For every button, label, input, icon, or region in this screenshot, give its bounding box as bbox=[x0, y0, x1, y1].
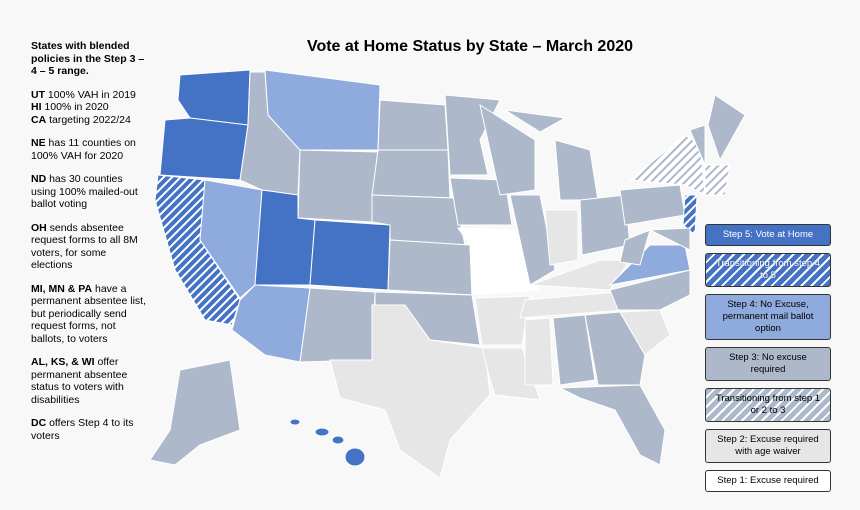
legend-item: Transitioning from step 4 to 5 bbox=[705, 253, 831, 287]
state bbox=[297, 149, 379, 223]
state bbox=[231, 284, 311, 363]
note-line: ND has 30 counties using 100% mailed-out… bbox=[31, 173, 149, 211]
state bbox=[554, 139, 599, 201]
state bbox=[331, 435, 345, 445]
note-line: UT 100% VAH in 2019 bbox=[31, 89, 149, 102]
note: DC offers Step 4 to its voters bbox=[31, 417, 149, 442]
state bbox=[377, 99, 449, 151]
note: States with blended policies in the Step… bbox=[31, 40, 149, 78]
note-line: MI, MN & PA have a permanent absentee li… bbox=[31, 283, 149, 346]
state bbox=[609, 269, 691, 311]
legend-item: Step 3: No excuse required bbox=[705, 347, 831, 381]
note: OH sends absentee request forms to all 8… bbox=[31, 222, 149, 272]
note-lead: DC bbox=[31, 417, 47, 429]
state bbox=[559, 384, 666, 466]
map-title: Vote at Home Status by State – March 202… bbox=[306, 38, 634, 55]
state bbox=[648, 227, 691, 251]
note-lead: OH bbox=[31, 221, 47, 234]
note-lead: HI bbox=[31, 101, 42, 113]
note-text: 100% in 2020 bbox=[44, 101, 109, 113]
note: UT 100% VAH in 2019 HI 100% in 2020 CA tar… bbox=[31, 89, 149, 127]
state bbox=[619, 184, 686, 226]
state bbox=[628, 134, 706, 196]
note: ND has 30 counties using 100% mailed-out… bbox=[31, 173, 149, 211]
note-lead: NE bbox=[31, 137, 46, 149]
state bbox=[149, 359, 241, 466]
note-line: OH sends absentee request forms to all 8… bbox=[31, 222, 149, 272]
note-line: States with blended policies in the Step… bbox=[31, 40, 149, 78]
note-line: HI 100% in 2020 bbox=[31, 101, 149, 114]
state bbox=[387, 239, 473, 296]
note-line: CA targeting 2022/24 bbox=[31, 114, 149, 127]
state bbox=[474, 295, 531, 346]
state bbox=[314, 427, 330, 437]
state bbox=[199, 179, 263, 299]
legend: Step 5: Vote at Home Transitioning from s… bbox=[705, 224, 831, 499]
notes: States with blended policies in the Step… bbox=[31, 40, 149, 453]
state bbox=[584, 311, 646, 386]
legend-item: Step 1: Excuse required bbox=[705, 470, 831, 492]
note-line: NE has 11 counties on 100% VAH for 2020 bbox=[31, 137, 149, 162]
state bbox=[509, 194, 556, 286]
legend-item: Transitioning from step 1 or 2 to 3 bbox=[705, 388, 831, 422]
state bbox=[177, 69, 251, 126]
state bbox=[524, 317, 554, 386]
note-text: have a permanent absentee list, but peri… bbox=[31, 282, 146, 345]
state bbox=[544, 209, 579, 266]
state bbox=[289, 418, 301, 426]
legend-item: Step 2: Excuse required with age waiver bbox=[705, 429, 831, 463]
state bbox=[159, 117, 249, 181]
note-text: targeting 2022/24 bbox=[49, 113, 131, 126]
state bbox=[552, 314, 596, 386]
state bbox=[449, 177, 513, 226]
legend-item: Step 4: No Excuse, permanent mail ballot… bbox=[705, 294, 831, 340]
state bbox=[704, 164, 731, 196]
state bbox=[329, 304, 491, 479]
state bbox=[479, 103, 536, 196]
note-text: offer permanent absentee status to voter… bbox=[31, 356, 128, 406]
note-lead: ND bbox=[31, 173, 47, 185]
legend-item: Step 5: Vote at Home bbox=[705, 224, 831, 246]
note-line: DC offers Step 4 to its voters bbox=[31, 417, 149, 442]
state bbox=[371, 149, 451, 199]
state bbox=[707, 94, 746, 162]
note: AL, KS, & WI offer permanent absentee st… bbox=[31, 356, 149, 406]
state bbox=[619, 309, 671, 356]
state bbox=[344, 447, 366, 467]
state bbox=[689, 124, 706, 166]
note-lead: CA bbox=[31, 113, 47, 126]
note-lead: States with blended policies in the Step… bbox=[31, 40, 145, 77]
note-text: offers Step 4 to its voters bbox=[31, 417, 134, 442]
state bbox=[504, 109, 567, 133]
states bbox=[149, 69, 746, 479]
state bbox=[457, 227, 541, 296]
note-lead: AL, KS, & WI bbox=[31, 356, 95, 368]
note-text: 100% VAH in 2019 bbox=[47, 88, 136, 101]
state bbox=[309, 219, 391, 291]
note-line: AL, KS, & WI offer permanent absentee st… bbox=[31, 356, 149, 406]
note-text: has 30 counties using 100% mailed-out ba… bbox=[31, 173, 138, 210]
note-lead: MI, MN & PA bbox=[31, 282, 93, 295]
note-text: sends absentee request forms to all 8M v… bbox=[31, 221, 138, 272]
note: NE has 11 counties on 100% VAH for 2020 bbox=[31, 137, 149, 162]
state bbox=[682, 194, 698, 237]
state bbox=[619, 229, 651, 266]
note-lead: UT bbox=[31, 88, 45, 101]
note: MI, MN & PA have a permanent absentee li… bbox=[31, 283, 149, 346]
state bbox=[264, 69, 381, 151]
note-text: has 11 counties on 100% VAH for 2020 bbox=[31, 137, 136, 162]
state bbox=[299, 287, 376, 363]
